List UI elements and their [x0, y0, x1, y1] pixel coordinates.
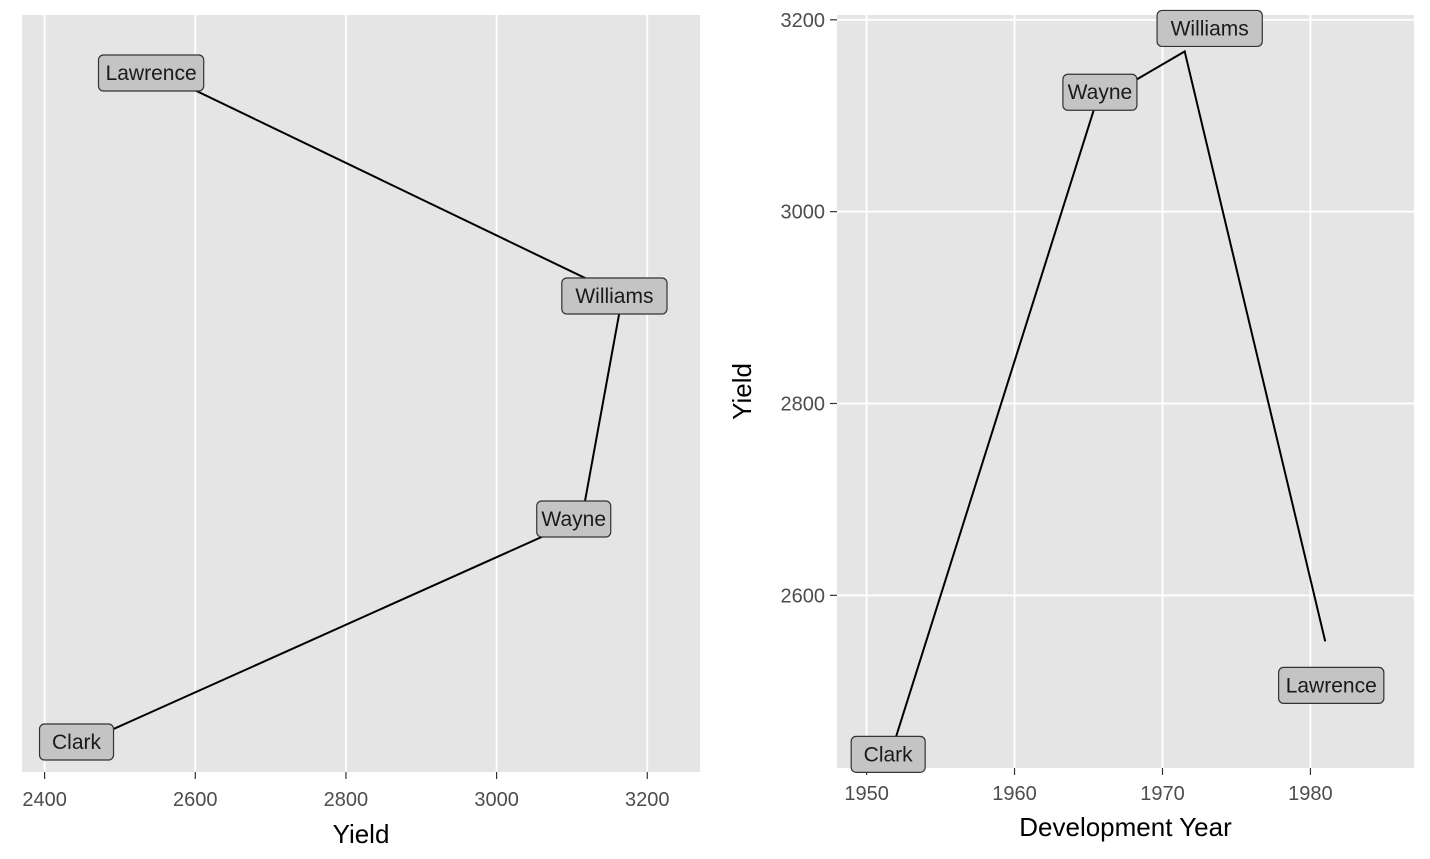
left-series-line [84, 72, 624, 743]
right-point-label-lawrence-text: Lawrence [1286, 674, 1377, 697]
left-point-label-clark-box [38, 723, 115, 761]
right-x-tick-label-1980: 1980 [1288, 783, 1333, 805]
right-x-axis-title: Development Year [1019, 812, 1232, 842]
right-point-label-wayne-text: Wayne [1068, 81, 1133, 104]
right-point-label-lawrence-box [1278, 666, 1385, 704]
right-chart-panel: 1950 1960 1970 1980 2600 2800 3000 3200 Clark Way… [727, 10, 1414, 842]
right-point-label-williams: Williams [1156, 9, 1263, 48]
right-y-axis-title: Yield [727, 363, 757, 420]
left-point-label-lawrence-text: Lawrence [106, 62, 197, 85]
right-x-tick-label-1950: 1950 [844, 783, 889, 805]
right-y-tick-label-2600: 2600 [781, 585, 826, 607]
left-point-label-clark-text: Clark [52, 731, 102, 754]
left-point-label-lawrence-box [97, 54, 205, 92]
right-point-label-clark-box [850, 735, 926, 773]
right-y-tick-label-3000: 3000 [781, 202, 826, 224]
left-x-tick-label-2600: 2600 [173, 789, 218, 811]
left-point-label-clark: Clark [38, 723, 115, 761]
left-point-label-williams: Williams [561, 277, 668, 315]
left-x-tick-label-3200: 3200 [625, 789, 670, 811]
left-x-tick-label-2400: 2400 [22, 789, 67, 811]
right-point-label-clark: Clark [850, 735, 926, 773]
right-point-label-wayne-box [1062, 73, 1138, 111]
left-point-label-lawrence: Lawrence [97, 54, 205, 92]
right-point-label-clark-text: Clark [864, 743, 914, 766]
left-point-label-williams-box [561, 277, 668, 315]
right-point-label-wayne: Wayne [1062, 73, 1138, 111]
right-panel-background [837, 15, 1414, 768]
right-point-label-lawrence: Lawrence [1278, 666, 1385, 704]
right-x-tick-label-1960: 1960 [992, 783, 1037, 805]
left-point-label-wayne: Wayne [536, 500, 612, 538]
left-point-label-wayne-text: Wayne [541, 508, 606, 531]
left-x-axis-title: Yield [333, 819, 390, 849]
left-point-label-wayne-box [536, 500, 612, 538]
right-point-label-williams-box [1156, 9, 1263, 48]
right-x-tick-label-1970: 1970 [1140, 783, 1185, 805]
left-panel-background [22, 15, 700, 772]
right-point-label-williams-text: Williams [1171, 17, 1249, 40]
left-x-tick-label-3000: 3000 [474, 789, 519, 811]
right-series-line [895, 49, 1327, 737]
right-y-tick-label-2800: 2800 [781, 393, 826, 415]
left-chart-panel: 2400 2600 2800 3000 3200 Clark Wayne Williams La… [22, 15, 700, 849]
right-y-tick-label-3200: 3200 [781, 10, 826, 32]
left-x-tick-label-2800: 2800 [324, 789, 369, 811]
left-point-label-williams-text: Williams [575, 285, 653, 308]
